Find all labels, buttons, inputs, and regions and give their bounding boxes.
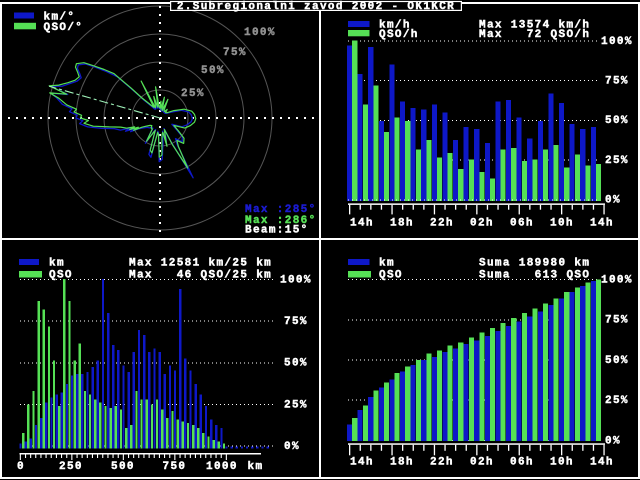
svg-text:14h: 14h — [590, 217, 614, 229]
svg-text:50%: 50% — [201, 65, 225, 77]
svg-text:0%: 0% — [284, 441, 300, 453]
svg-text:Max 46 QSO/25 km: Max 46 QSO/25 km — [129, 270, 272, 282]
svg-text:25%: 25% — [605, 395, 629, 407]
svg-text:75%: 75% — [605, 315, 629, 327]
svg-text:1000: 1000 — [206, 461, 238, 473]
svg-text:Beam:15°: Beam:15° — [245, 225, 309, 237]
svg-text:Max 72 QSO/h: Max 72 QSO/h — [479, 29, 590, 41]
svg-text:06h: 06h — [510, 217, 534, 229]
svg-text:22h: 22h — [430, 217, 454, 229]
svg-text:75%: 75% — [223, 47, 247, 59]
svg-text:Max :285°: Max :285° — [245, 204, 317, 216]
svg-text:0%: 0% — [605, 195, 621, 207]
svg-text:02h: 02h — [470, 217, 494, 229]
svg-text:QSO/°: QSO/° — [44, 22, 84, 34]
svg-text:25%: 25% — [284, 399, 308, 411]
svg-text:2.Subregionalni zavod 2002 - O: 2.Subregionalni zavod 2002 - OK1KCR — [177, 1, 455, 13]
svg-text:Max 12581 km/25 km: Max 12581 km/25 km — [129, 258, 272, 270]
svg-text:QSO: QSO — [49, 270, 73, 282]
svg-text:250: 250 — [59, 461, 83, 473]
svg-text:10h: 10h — [550, 456, 574, 468]
svg-text:500: 500 — [111, 461, 135, 473]
svg-text:10h: 10h — [550, 217, 574, 229]
svg-text:km: km — [49, 258, 65, 270]
svg-text:22h: 22h — [430, 456, 454, 468]
svg-text:km/h: km/h — [379, 20, 411, 32]
svg-text:100%: 100% — [280, 274, 312, 286]
svg-text:0: 0 — [17, 461, 25, 473]
svg-text:75%: 75% — [284, 316, 308, 328]
svg-text:Max :286°: Max :286° — [245, 215, 317, 227]
svg-text:14h: 14h — [350, 217, 374, 229]
svg-text:km: km — [379, 258, 395, 270]
svg-text:km: km — [248, 461, 264, 473]
svg-text:0%: 0% — [605, 435, 621, 447]
svg-text:25%: 25% — [605, 155, 629, 167]
svg-text:50%: 50% — [605, 115, 629, 127]
svg-text:14h: 14h — [590, 456, 614, 468]
svg-text:18h: 18h — [390, 456, 414, 468]
svg-text:18h: 18h — [390, 217, 414, 229]
svg-text:14h: 14h — [350, 456, 374, 468]
svg-text:km/°: km/° — [44, 12, 76, 24]
svg-text:75%: 75% — [605, 76, 629, 88]
svg-text:100%: 100% — [244, 27, 276, 39]
svg-text:Max 13574 km/h: Max 13574 km/h — [479, 20, 590, 32]
svg-text:100%: 100% — [601, 274, 633, 286]
svg-text:QSO: QSO — [379, 270, 403, 282]
svg-text:50%: 50% — [605, 355, 629, 367]
svg-text:25%: 25% — [181, 88, 205, 100]
svg-text:750: 750 — [163, 461, 187, 473]
svg-text:06h: 06h — [510, 456, 534, 468]
svg-text:Suma 613 QSO: Suma 613 QSO — [479, 270, 590, 282]
svg-text:50%: 50% — [284, 358, 308, 370]
svg-text:02h: 02h — [470, 456, 494, 468]
svg-text:Suma 189980 km: Suma 189980 km — [479, 258, 590, 270]
svg-text:QSO/h: QSO/h — [379, 29, 419, 41]
svg-text:100%: 100% — [601, 36, 633, 48]
